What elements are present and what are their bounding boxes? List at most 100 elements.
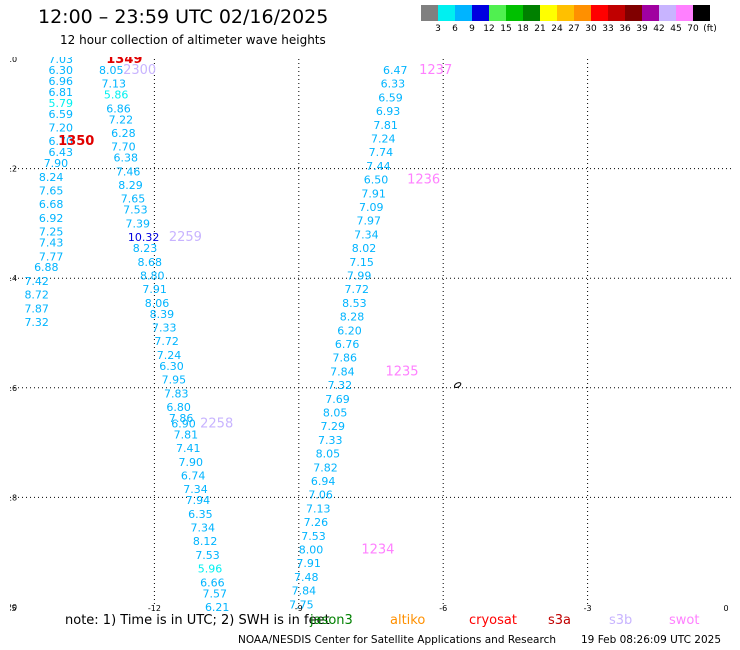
wave-height-label: 7.91 xyxy=(361,187,386,200)
wave-height-label: 10.32 xyxy=(128,231,160,244)
wave-height-label: 7.53 xyxy=(195,549,220,562)
wave-height-label: 8.53 xyxy=(342,297,367,310)
wave-height-label: 7.57 xyxy=(203,587,228,600)
wave-height-label: 8.00 xyxy=(299,543,324,556)
colorbar-swatch xyxy=(421,5,438,21)
colorbar-tick-label: 9 xyxy=(469,24,475,34)
wave-height-label: 8.24 xyxy=(39,171,64,184)
wave-height-label: 6.20 xyxy=(337,324,362,337)
wave-height-label: 7.72 xyxy=(345,283,370,296)
x-tick-label: -6 xyxy=(439,604,447,613)
wave-height-label: 6.90 xyxy=(171,417,196,430)
wave-height-label: 6.59 xyxy=(49,108,74,121)
wave-height-label: 8.23 xyxy=(133,242,158,255)
wave-height-label: 7.41 xyxy=(176,442,201,455)
wave-height-label: 6.86 xyxy=(106,102,130,115)
wave-height-label: 7.70 xyxy=(111,141,136,154)
x-tick-label: -9 xyxy=(295,604,303,613)
y-tick-label: -16 xyxy=(10,384,17,393)
legend-swot: swot xyxy=(669,613,700,628)
wave-height-label: 7.20 xyxy=(49,122,74,135)
wave-height-label: 7.13 xyxy=(101,78,126,91)
wave-height-label: 7.33 xyxy=(318,434,343,447)
wave-height-label: 7.91 xyxy=(296,557,321,570)
wave-height-label: 7.65 xyxy=(39,185,64,198)
wave-height-label: 7.81 xyxy=(174,428,199,441)
wave-height-label: 6.38 xyxy=(113,152,138,165)
wave-height-label: 7.34 xyxy=(183,483,208,496)
wave-height-label: 6.35 xyxy=(188,508,213,521)
pass-time-label: 1349 xyxy=(106,57,142,67)
wave-height-label: 6.70 xyxy=(49,135,74,148)
wave-height-label: 7.03 xyxy=(49,57,74,66)
credit-line: NOAA/NESDIS Center for Satellite Applica… xyxy=(238,634,556,646)
colorbar-tick-label: 24 xyxy=(551,24,563,34)
colorbar-tick-label: 18 xyxy=(517,24,529,34)
pass-time-label: 1350 xyxy=(58,134,94,149)
wave-height-label: 6.66 xyxy=(200,576,225,589)
colorbar-tick-label: 12 xyxy=(483,24,495,34)
wave-height-label: 7.46 xyxy=(116,165,141,178)
y-tick-label: -10 xyxy=(10,57,17,64)
colorbar-tick-label: 21 xyxy=(534,24,546,34)
y-tick-label: -18 xyxy=(10,493,17,502)
colorbar-swatch xyxy=(574,5,591,21)
wave-height-label: 7.91 xyxy=(142,283,167,296)
wave-height-label: 7.84 xyxy=(330,365,355,378)
wave-height-label: 7.22 xyxy=(109,113,134,126)
colorbar-swatch xyxy=(557,5,574,21)
wave-height-label: 8.72 xyxy=(24,289,49,302)
x-tick-label: 0 xyxy=(723,604,728,613)
wave-height-label: 5.86 xyxy=(104,89,129,102)
colorbar-tick-label: 45 xyxy=(670,24,682,34)
wave-height-label: 7.74 xyxy=(369,146,394,159)
wave-height-label: 7.82 xyxy=(313,461,338,474)
wave-height-label: 8.02 xyxy=(352,242,377,255)
wave-height-label: 8.68 xyxy=(138,256,163,269)
wave-height-label: 6.28 xyxy=(111,127,136,140)
colorbar-swatch xyxy=(608,5,625,21)
wave-height-label: 7.43 xyxy=(39,237,64,250)
wave-height-label: 7.32 xyxy=(24,316,49,329)
colorbar-tick-label: 36 xyxy=(619,24,631,34)
wave-height-label: 7.29 xyxy=(320,420,345,433)
wave-height-label: 8.06 xyxy=(145,297,170,310)
island-outline xyxy=(453,382,462,389)
wave-height-label: 8.12 xyxy=(193,535,218,548)
wave-height-label: 6.47 xyxy=(383,64,408,77)
colorbar-swatch xyxy=(523,5,540,21)
legend-s3a: s3a xyxy=(548,613,572,628)
wave-height-label: 7.44 xyxy=(366,160,391,173)
wave-height-label: 7.90 xyxy=(178,456,203,469)
colorbar-swatch xyxy=(693,5,710,21)
pass-time-label: 1236 xyxy=(407,173,440,188)
wave-height-label: 7.06 xyxy=(308,489,333,502)
footnote: note: 1) Time is in UTC; 2) SWH is in fe… xyxy=(65,613,330,628)
wave-height-label: 7.95 xyxy=(162,374,187,387)
colorbar-swatch xyxy=(642,5,659,21)
generation-timestamp: 19 Feb 08:26:09 UTC 2025 xyxy=(581,634,721,646)
pass-time-label: 1237 xyxy=(419,63,452,78)
colorbar-swatch xyxy=(489,5,506,21)
wave-height-label: 8.29 xyxy=(118,179,143,192)
wave-height-label: 8.05 xyxy=(316,448,341,461)
wave-height-label: 7.72 xyxy=(154,335,179,348)
y-tick-label: -12 xyxy=(10,165,17,174)
wave-height-label: 7.81 xyxy=(373,119,398,132)
wave-height-label: 8.05 xyxy=(323,406,348,419)
wave-height-label: 6.76 xyxy=(335,338,360,351)
wave-height-label: 7.26 xyxy=(304,516,329,529)
legend-cryosat: cryosat xyxy=(469,613,517,628)
wave-height-label: 6.96 xyxy=(49,75,74,88)
y-tick-label: -20 xyxy=(10,603,17,612)
colorbar-tick-label: 33 xyxy=(602,24,614,34)
colorbar-tick-label: 30 xyxy=(585,24,597,34)
pass-time-label: 2259 xyxy=(169,230,202,245)
wave-height-label: 7.99 xyxy=(347,269,372,282)
wave-height-label: 6.30 xyxy=(49,64,74,77)
wave-height-label: 7.09 xyxy=(359,201,384,214)
wave-height-label: 7.87 xyxy=(24,302,49,315)
colorbar-swatch xyxy=(455,5,472,21)
x-tick-label: -12 xyxy=(148,604,161,613)
